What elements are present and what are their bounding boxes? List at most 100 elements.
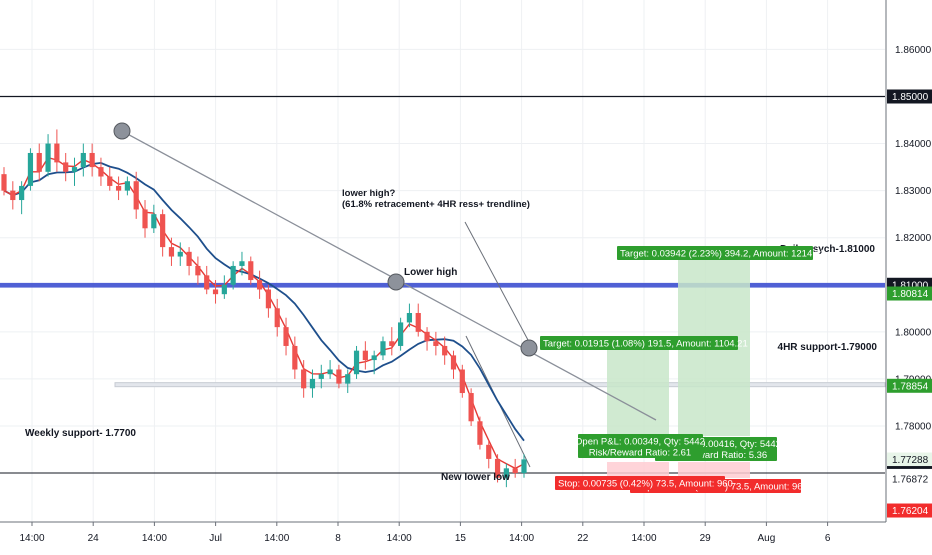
candle — [239, 251, 245, 276]
candle — [27, 148, 34, 191]
price-label[interactable]: 1.85000 — [887, 89, 932, 104]
y-tick-label: 1.82000 — [895, 233, 932, 244]
candle — [151, 204, 157, 233]
stop-label-1[interactable]: Stop: 0.00735 (0.42%) 73.5, Amount: 960 — [555, 476, 733, 490]
candle-body — [248, 261, 254, 281]
price-label-text: 1.81000 — [892, 280, 929, 291]
candle — [248, 256, 254, 285]
price-label-bg — [887, 286, 932, 301]
lower-high-question-line2: (61.8% retracement+ 4HR ress+ trendline) — [342, 199, 530, 210]
retest-circle[interactable] — [520, 339, 538, 357]
candle — [389, 327, 395, 356]
open-pl-label-1[interactable]: Open P&L: 0.00349, Qty: 5442 Risk/Reward… — [575, 434, 705, 459]
candle — [459, 364, 465, 398]
candle-body — [415, 313, 421, 332]
candle — [10, 181, 16, 210]
y-tick-label: 1.80000 — [895, 327, 932, 338]
x-tick-label: 14:00 — [142, 533, 167, 544]
candle — [371, 350, 377, 375]
candle — [503, 463, 509, 488]
candle — [450, 350, 457, 379]
candle-body — [424, 331, 430, 342]
candle-body — [239, 261, 245, 266]
price-axis-background — [886, 0, 932, 522]
candle-body — [186, 251, 192, 266]
candle-body — [124, 181, 130, 191]
y-tick-label: 1.86000 — [895, 45, 932, 56]
candle-body — [256, 280, 263, 290]
horizontal-grid — [0, 48, 885, 474]
target-label-1[interactable]: Target: 0.01915 (1.08%) 191.5, Amount: 1… — [540, 336, 748, 350]
candle-body — [80, 152, 86, 168]
trendline-anchor-circle[interactable] — [113, 122, 131, 140]
x-tick-label: Jul — [209, 533, 222, 544]
candle-body — [318, 374, 324, 379]
candle-body — [160, 214, 166, 248]
candle-body — [389, 341, 395, 346]
candle-body — [442, 345, 448, 356]
candle — [301, 360, 307, 398]
candle — [124, 176, 130, 196]
candle-body — [309, 378, 316, 389]
arrow-line-lower-high[interactable] — [464, 221, 529, 341]
candle-body — [89, 152, 95, 168]
target-label-2[interactable]: Target: 0.03942 (2.23%) 394.2, Amount: 1… — [617, 246, 825, 260]
candle — [468, 388, 474, 426]
candle — [71, 157, 78, 186]
candle — [336, 364, 342, 389]
candle-body — [292, 345, 298, 370]
candle-body — [486, 444, 492, 459]
x-tick-label: 29 — [700, 533, 712, 544]
daily-psych-band — [0, 282, 885, 288]
candle-body — [521, 459, 527, 474]
candle — [107, 167, 113, 191]
candle — [442, 336, 448, 365]
candle — [142, 200, 148, 238]
price-label-bg — [887, 503, 932, 518]
candle-body — [512, 468, 518, 474]
price-label[interactable]: 1.76204 — [887, 503, 932, 518]
price-label-text: 1.76872 — [892, 475, 929, 486]
candle — [80, 143, 86, 177]
price-label-text: 1.85000 — [892, 92, 929, 103]
candle-body — [98, 167, 104, 177]
candle-body — [45, 143, 51, 172]
target-label-2-text: Target: 0.03942 (2.23%) 394.2, Amount: 1… — [620, 249, 825, 260]
candle-body — [477, 421, 483, 445]
price-label[interactable]: 1.77288 — [887, 452, 932, 467]
long-position-1[interactable] — [607, 350, 669, 478]
candle — [195, 256, 201, 285]
candle-body — [274, 308, 280, 328]
descending-trendline[interactable] — [121, 130, 657, 421]
candle — [353, 345, 360, 379]
candle-body — [168, 247, 175, 257]
candle — [327, 360, 333, 379]
price-axis[interactable]: 1.86000 1.85000 1.84000 1.83000 1.82000 1.810… — [887, 45, 932, 518]
price-label[interactable]: 1.76872 — [887, 472, 932, 487]
candle — [160, 209, 166, 257]
candle-body — [380, 341, 386, 356]
x-tick-label: 15 — [455, 533, 467, 544]
y-tick-label: 1.78000 — [895, 421, 932, 432]
candle-body — [336, 369, 342, 384]
target-label-1-text: Target: 0.01915 (1.08%) 191.5, Amount: 1… — [543, 339, 748, 350]
candle-body — [494, 458, 501, 478]
open-pl-label-2-text: Open P&L: 0.00416, Qty: 5442 — [651, 439, 781, 450]
candle — [283, 317, 289, 356]
lower-high-circle[interactable] — [387, 273, 405, 291]
candle — [398, 317, 404, 351]
candle-body — [195, 265, 201, 276]
price-label[interactable]: 1.78854 — [887, 378, 932, 393]
price-label[interactable]: 1.80814 — [887, 286, 932, 301]
candle-body — [433, 341, 439, 346]
candle-body — [371, 355, 377, 361]
candle-body — [459, 369, 465, 394]
time-axis[interactable]: 14:00 24 14:00 Jul 14:00 8 14:00 15 14:00 22 14:00… — [19, 522, 831, 544]
price-label-bg — [887, 472, 932, 487]
candle — [230, 261, 236, 290]
candle — [292, 336, 298, 379]
weekly-support-label: Weekly support- 1.7700 — [25, 428, 136, 439]
candle-body — [301, 369, 307, 389]
